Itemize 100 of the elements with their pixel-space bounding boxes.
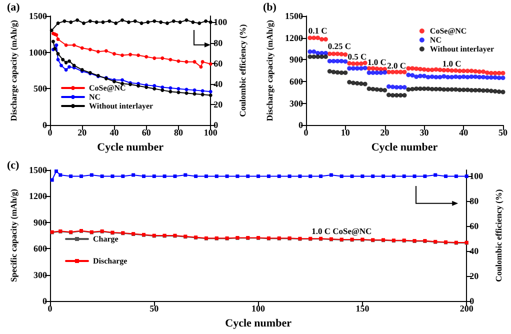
y-axis-title: Discharge capacity (mAh/g) [8,20,19,122]
point [457,88,462,92]
point [500,90,506,94]
legend-label: NC [430,36,442,44]
point [327,69,332,74]
point [88,19,92,23]
point [366,86,372,91]
point [168,90,172,94]
y-tick-label: 1200 [29,191,48,202]
y2-axis-title: Coulombic efficiency (%) [238,24,248,117]
y-tick-label: 500 [34,84,48,94]
point [198,21,202,25]
point [450,68,454,73]
point [316,36,320,40]
annotation: 1.0 C [367,56,386,67]
point [469,88,474,92]
point [64,60,68,64]
point [496,76,502,80]
point [477,88,482,92]
point [323,37,328,42]
y-tick-label: 300 [34,270,48,280]
point [500,76,506,80]
legend-label: Discharge [93,256,128,266]
point [160,56,164,60]
point [488,75,494,80]
point [327,52,332,56]
point [446,74,450,80]
point [390,84,395,90]
point [320,54,324,59]
point [394,70,399,74]
annotation: 0.5 C [348,52,367,62]
annotation: 1.0 C [442,58,462,69]
point [358,66,364,71]
point [457,74,462,80]
point [339,52,344,56]
y2-axis-title: Coulombic efficiency (%) [494,189,504,282]
point [386,84,391,89]
point [200,92,204,96]
chart-title: (c) [7,160,20,172]
point [312,36,316,40]
point [59,64,63,68]
y2-tick-label: 20 [470,271,480,282]
point [492,70,498,76]
point [473,69,478,74]
point [406,87,411,92]
point [64,43,68,47]
point [335,52,340,56]
point [481,88,486,93]
x-tick-label: 10 [340,128,350,138]
x-axis-title: Cycle number [371,142,438,154]
point [434,67,438,72]
point [465,74,470,80]
point [426,86,430,91]
point [481,69,486,74]
point [331,70,336,74]
y-tick-label: 1000 [29,47,48,58]
point [64,68,68,72]
point [308,49,312,54]
point [120,78,124,82]
point [320,37,324,42]
point [492,75,498,80]
point [200,89,204,93]
y2-tick-label: 20 [214,100,224,110]
x-tick-label: 40 [110,128,120,138]
point [450,87,454,92]
y2-tick-label: 40 [214,78,224,89]
point [442,74,446,79]
x-tick-label: 50 [498,128,508,138]
point [343,52,348,57]
point [76,18,80,22]
y-tick-label: 1500 [29,165,48,175]
point [351,61,356,66]
x-tick-label: 40 [459,128,469,138]
point [477,74,482,80]
point [398,70,403,74]
point [339,58,344,64]
point [72,43,76,47]
point [382,70,388,75]
point [339,70,344,75]
point [390,93,395,98]
point [362,60,368,66]
point [327,58,332,64]
point [410,73,415,78]
point [488,88,494,94]
point [104,49,108,53]
point [362,66,368,70]
point [176,90,180,94]
point [126,20,130,24]
point [50,28,54,32]
point [484,88,490,93]
point [152,86,156,90]
point [374,87,380,92]
legend-label: Without interlayer [89,102,154,110]
point [461,88,466,92]
point [120,54,124,58]
point [316,54,320,59]
point [192,60,196,64]
point [374,70,380,75]
point [370,86,376,92]
point [82,21,86,25]
